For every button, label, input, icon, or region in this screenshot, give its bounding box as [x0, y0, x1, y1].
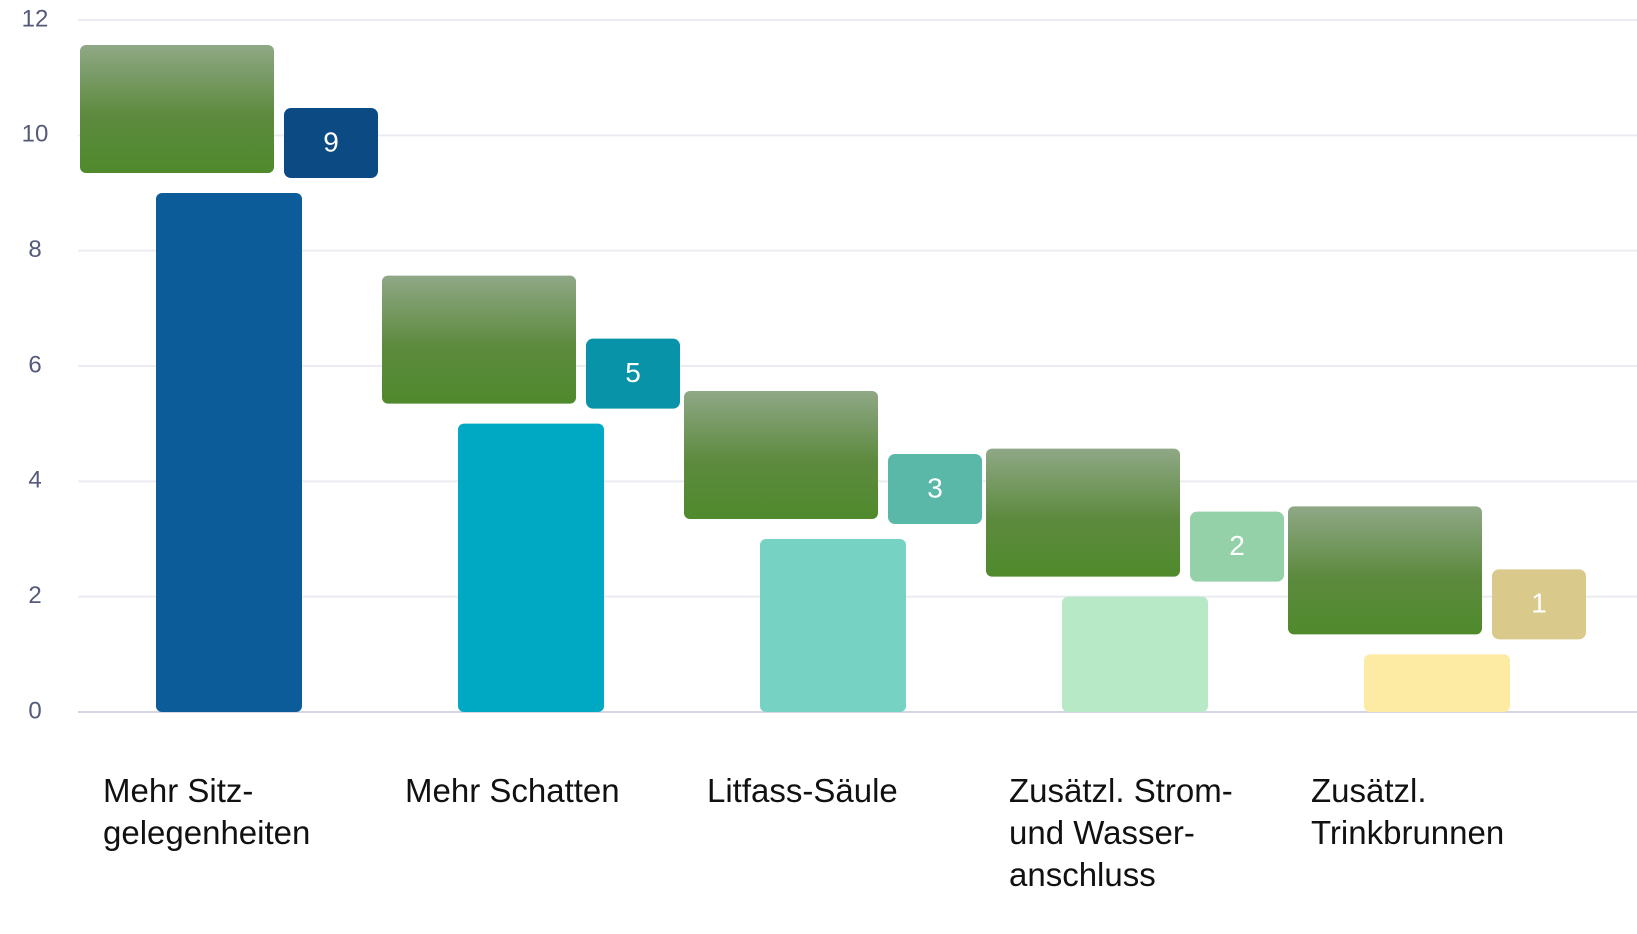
bar: [156, 193, 302, 712]
bar: [1364, 654, 1510, 712]
value-label-box: [1190, 511, 1284, 582]
value-label: 2: [1229, 530, 1245, 561]
y-tick-label: 2: [28, 582, 41, 609]
photo: [382, 275, 576, 404]
value-label: 9: [323, 126, 339, 157]
value-label-box: [586, 338, 680, 409]
x-tick-label: Litfass-Säule: [707, 772, 898, 809]
value-label-box: [284, 108, 378, 178]
y-tick-label: 4: [28, 467, 41, 494]
y-tick-label: 0: [28, 697, 41, 724]
bar: [1062, 596, 1208, 712]
photo: [1288, 506, 1482, 635]
bar: [760, 539, 906, 712]
photo: [986, 448, 1180, 577]
value-label: 5: [625, 357, 641, 388]
value-label-box: [1492, 569, 1586, 640]
photo: [80, 45, 274, 173]
x-tick-label: Mehr Sitz- gelegenheiten: [103, 772, 311, 851]
x-tick-label: Zusätzl. Trinkbrunnen: [1311, 772, 1505, 851]
x-tick-label: Zusätzl. Strom- und Wasser- anschluss: [1009, 772, 1233, 893]
y-tick-label: 8: [28, 236, 41, 263]
value-label: 1: [1531, 588, 1547, 619]
bar: [458, 423, 604, 712]
value-label-box: [888, 454, 982, 524]
photo: [684, 391, 878, 519]
y-tick-label: 12: [22, 5, 49, 32]
y-tick-label: 6: [28, 351, 41, 378]
x-tick-label: Mehr Schatten: [405, 772, 620, 809]
y-tick-label: 10: [22, 121, 49, 148]
value-label: 3: [927, 472, 943, 503]
